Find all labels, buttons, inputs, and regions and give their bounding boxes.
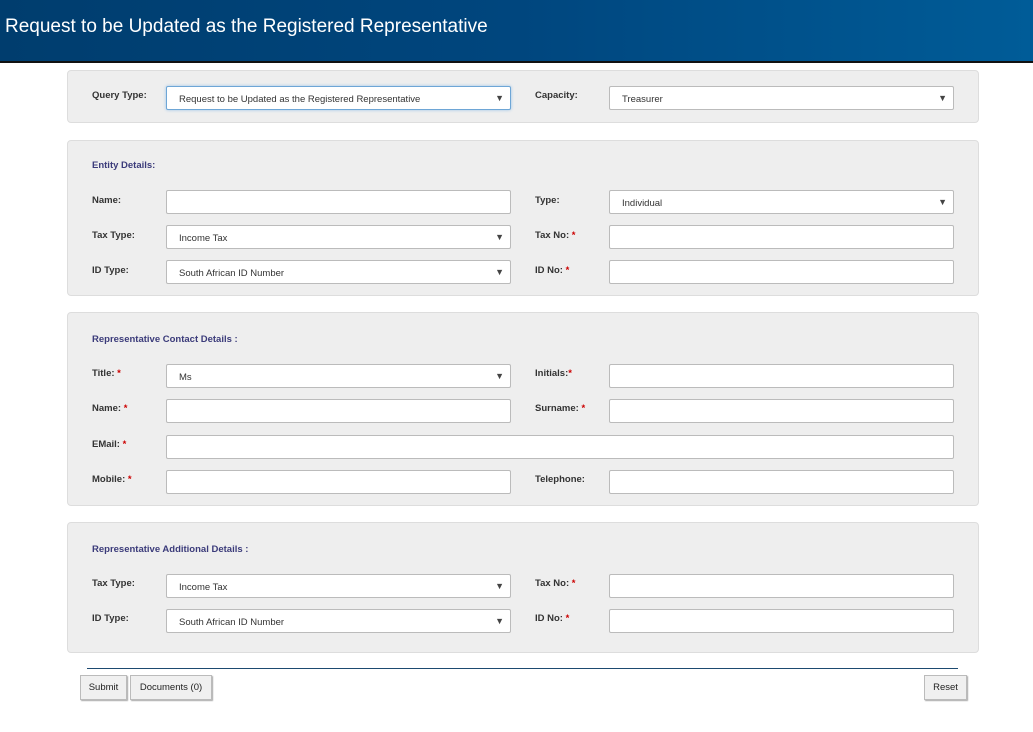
type-label: Type: — [535, 195, 560, 206]
chevron-down-icon: ▼ — [938, 93, 947, 103]
contact-details-panel: Representative Contact Details : Title: … — [67, 312, 979, 506]
entity-type-select[interactable]: Individual ▼ — [609, 190, 954, 214]
chevron-down-icon: ▼ — [495, 93, 504, 103]
capacity-select[interactable]: Treasurer ▼ — [609, 86, 954, 110]
entity-tax-no-input[interactable] — [609, 225, 954, 249]
telephone-label: Telephone: — [535, 474, 585, 485]
entity-id-no-input[interactable] — [609, 260, 954, 284]
tax-type-label: Tax Type: — [92, 578, 135, 589]
tax-type-label: Tax Type: — [92, 230, 135, 241]
divider — [87, 668, 958, 669]
additional-tax-no-input[interactable] — [609, 574, 954, 598]
additional-id-type-select[interactable]: South African ID Number ▼ — [166, 609, 511, 633]
entity-type-value: Individual — [622, 198, 663, 209]
title-value: Ms — [179, 372, 192, 383]
id-type-label: ID Type: — [92, 265, 129, 276]
initials-input[interactable] — [609, 364, 954, 388]
id-type-label: ID Type: — [92, 613, 129, 624]
name-input[interactable] — [166, 399, 511, 423]
title-label: Title: * — [92, 368, 121, 379]
tax-no-label: Tax No: * — [535, 230, 576, 241]
surname-input[interactable] — [609, 399, 954, 423]
chevron-down-icon: ▼ — [938, 197, 947, 207]
query-type-select[interactable]: Request to be Updated as the Registered … — [166, 86, 511, 110]
documents-button[interactable]: Documents (0) — [130, 675, 212, 700]
additional-id-no-input[interactable] — [609, 609, 954, 633]
submit-button[interactable]: Submit — [80, 675, 127, 700]
entity-tax-type-select[interactable]: Income Tax ▼ — [166, 225, 511, 249]
section-title: Representative Contact Details : — [92, 334, 238, 345]
id-type-value: South African ID Number — [179, 268, 285, 279]
query-type-value: Request to be Updated as the Registered … — [179, 94, 421, 105]
entity-name-input[interactable] — [166, 190, 511, 214]
title-select[interactable]: Ms ▼ — [166, 364, 511, 388]
page-title: Request to be Updated as the Registered … — [5, 16, 488, 37]
query-panel: Query Type: Request to be Updated as the… — [67, 70, 979, 123]
id-no-label: ID No: * — [535, 265, 570, 276]
surname-label: Surname: * — [535, 403, 586, 414]
additional-tax-type-select[interactable]: Income Tax ▼ — [166, 574, 511, 598]
chevron-down-icon: ▼ — [495, 232, 504, 242]
email-input[interactable] — [166, 435, 954, 459]
section-title: Entity Details: — [92, 160, 156, 171]
page-header: Request to be Updated as the Registered … — [0, 0, 1033, 63]
section-title: Representative Additional Details : — [92, 544, 249, 555]
name-label: Name: * — [92, 403, 128, 414]
chevron-down-icon: ▼ — [495, 616, 504, 626]
tax-no-label: Tax No: * — [535, 578, 576, 589]
mobile-label: Mobile: * — [92, 474, 132, 485]
reset-button[interactable]: Reset — [924, 675, 967, 700]
tax-type-value: Income Tax — [179, 582, 228, 593]
chevron-down-icon: ▼ — [495, 581, 504, 591]
entity-details-panel: Entity Details: Name: Type: Individual ▼ … — [67, 140, 979, 296]
id-type-value: South African ID Number — [179, 617, 285, 628]
email-label: EMail: * — [92, 439, 127, 450]
capacity-label: Capacity: — [535, 90, 578, 101]
query-type-label: Query Type: — [92, 90, 147, 101]
additional-details-panel: Representative Additional Details : Tax … — [67, 522, 979, 653]
mobile-input[interactable] — [166, 470, 511, 494]
name-label: Name: — [92, 195, 122, 206]
tax-type-value: Income Tax — [179, 233, 228, 244]
chevron-down-icon: ▼ — [495, 371, 504, 381]
chevron-down-icon: ▼ — [495, 267, 504, 277]
capacity-value: Treasurer — [622, 94, 663, 105]
id-no-label: ID No: * — [535, 613, 570, 624]
telephone-input[interactable] — [609, 470, 954, 494]
initials-label: Initials:* — [535, 368, 572, 379]
entity-id-type-select[interactable]: South African ID Number ▼ — [166, 260, 511, 284]
